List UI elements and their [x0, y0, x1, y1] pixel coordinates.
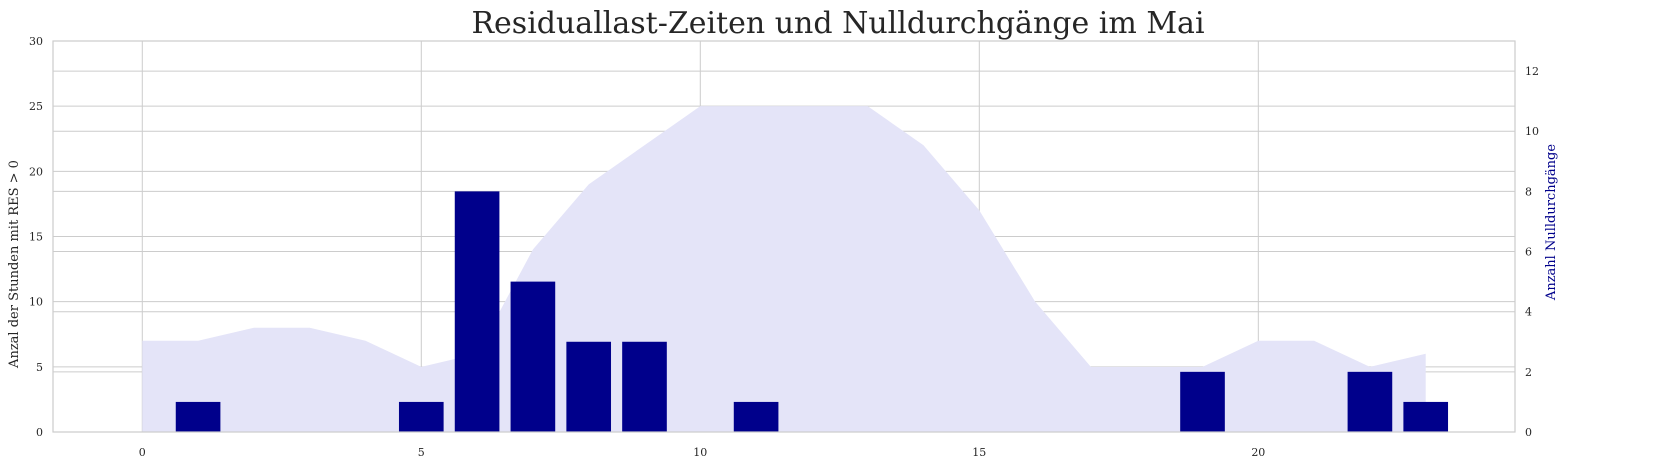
bar: [175, 401, 221, 432]
y-tick-label-right: 2: [1525, 366, 1532, 379]
y-tick-label-right: 12: [1525, 65, 1539, 78]
y-tick-label-left: 15: [29, 231, 43, 244]
y-tick-label-left: 5: [36, 361, 43, 374]
bar: [398, 401, 444, 432]
plot-frame: [52, 40, 1516, 433]
bar: [1403, 401, 1449, 432]
x-tick-label: 15: [972, 446, 986, 459]
area-series: [142, 106, 1426, 433]
y-tick-label-right: 8: [1525, 185, 1532, 198]
y-tick-label-left: 10: [29, 296, 43, 309]
x-tick-label: 20: [1251, 446, 1265, 459]
y-tick-label-right: 0: [1525, 426, 1532, 439]
y-tick-label-left: 0: [36, 426, 43, 439]
bar: [1180, 371, 1225, 432]
bar: [454, 191, 500, 432]
x-tick-label: 0: [139, 446, 146, 459]
bar: [566, 341, 612, 432]
chart-title: Residuallast-Zeiten und Nulldurchgänge i…: [471, 6, 1204, 41]
axes-frame: [52, 40, 1516, 433]
ticks-layer: 0 5 10 15 20 0 5 10 15 20 25 30 0 2 4 6 8 10 12: [29, 35, 1539, 459]
y-tick-label-left: 30: [29, 35, 43, 48]
y-axis-label-right: Anzahl Nulldurchgänge: [1544, 144, 1559, 301]
y-axis-label-left: Anzal der Stunden mit RES > 0: [7, 160, 22, 369]
bar: [622, 341, 667, 432]
area-layer: [142, 106, 1426, 433]
y-tick-label-right: 4: [1525, 306, 1532, 319]
y-tick-label-right: 10: [1525, 125, 1539, 138]
bar: [733, 401, 779, 432]
bar: [1347, 371, 1393, 432]
bars-layer: [175, 191, 1449, 432]
y-tick-label-left: 25: [29, 100, 43, 113]
bar: [510, 281, 556, 432]
x-tick-label: 10: [693, 446, 707, 459]
y-tick-label-left: 20: [29, 165, 43, 178]
x-tick-label: 5: [418, 446, 425, 459]
y-tick-label-right: 6: [1525, 246, 1532, 259]
